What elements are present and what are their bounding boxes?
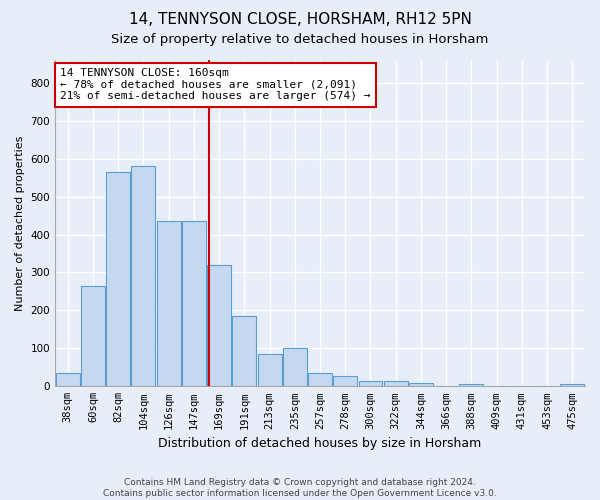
Bar <box>106 172 130 386</box>
Bar <box>560 384 584 386</box>
Text: 14, TENNYSON CLOSE, HORSHAM, RH12 5PN: 14, TENNYSON CLOSE, HORSHAM, RH12 5PN <box>128 12 472 28</box>
Bar <box>384 381 408 386</box>
Bar <box>283 348 307 387</box>
X-axis label: Distribution of detached houses by size in Horsham: Distribution of detached houses by size … <box>158 437 482 450</box>
Bar <box>182 222 206 386</box>
Bar <box>56 373 80 386</box>
Bar <box>257 354 281 386</box>
Bar <box>232 316 256 386</box>
Text: Size of property relative to detached houses in Horsham: Size of property relative to detached ho… <box>112 32 488 46</box>
Bar <box>131 166 155 386</box>
Bar <box>460 384 484 386</box>
Text: 14 TENNYSON CLOSE: 160sqm
← 78% of detached houses are smaller (2,091)
21% of se: 14 TENNYSON CLOSE: 160sqm ← 78% of detac… <box>61 68 371 102</box>
Bar <box>207 265 231 386</box>
Bar <box>333 376 357 386</box>
Text: Contains HM Land Registry data © Crown copyright and database right 2024.
Contai: Contains HM Land Registry data © Crown c… <box>103 478 497 498</box>
Bar <box>308 373 332 386</box>
Bar <box>157 222 181 386</box>
Y-axis label: Number of detached properties: Number of detached properties <box>15 136 25 311</box>
Bar <box>81 286 105 386</box>
Bar <box>359 381 382 386</box>
Bar <box>409 382 433 386</box>
